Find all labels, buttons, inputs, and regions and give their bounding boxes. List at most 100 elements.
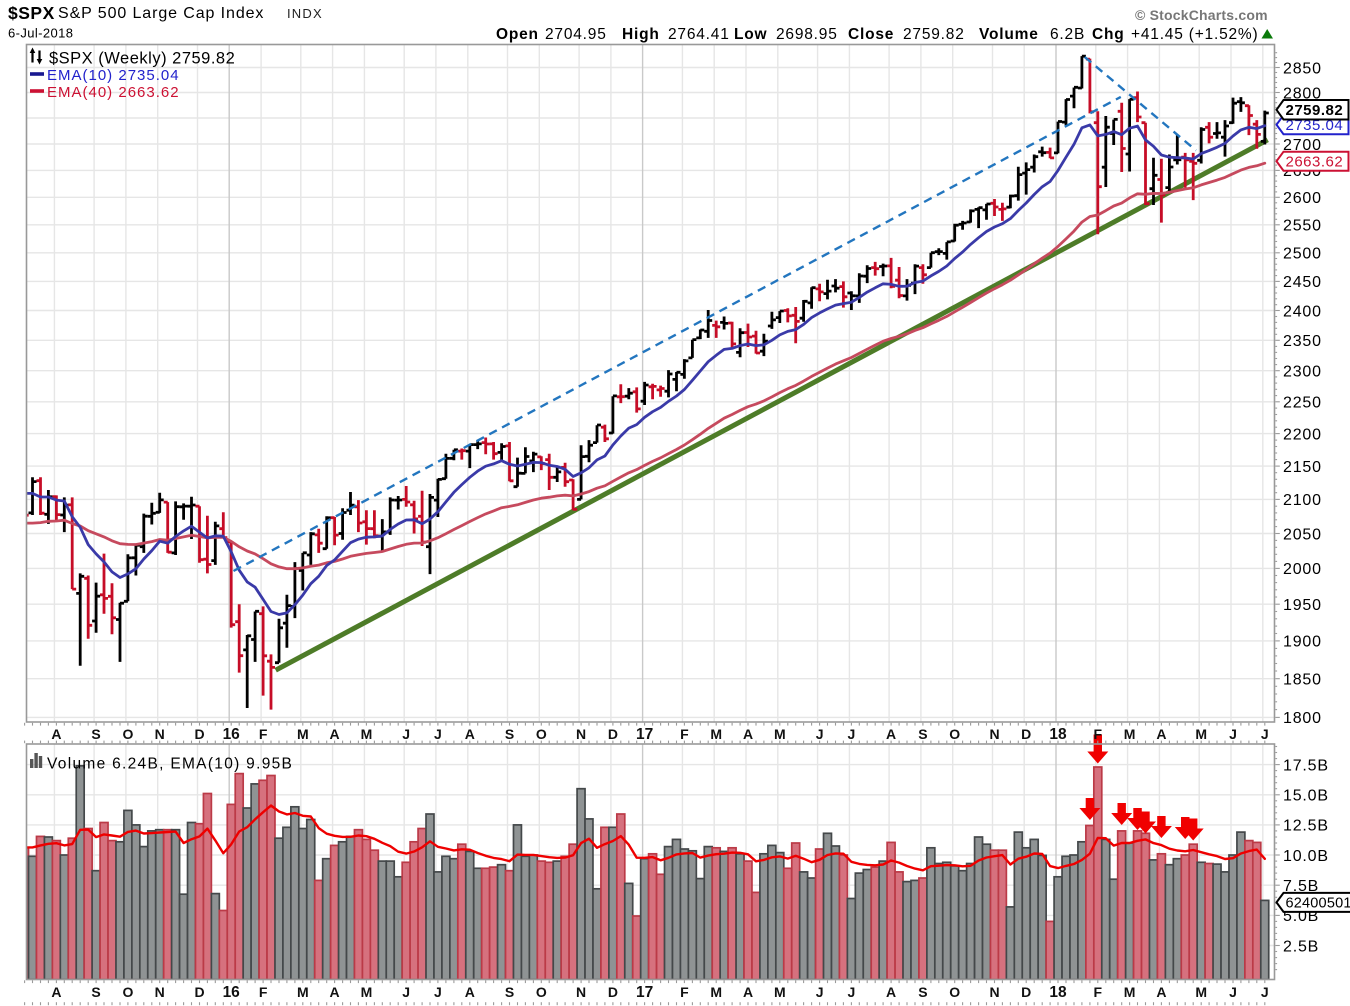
svg-text:© StockCharts.com: © StockCharts.com [1135, 7, 1268, 23]
svg-text:J: J [1261, 726, 1269, 742]
svg-text:6-Jul-2018: 6-Jul-2018 [8, 26, 73, 41]
svg-text:O: O [536, 726, 547, 742]
svg-text:A: A [743, 984, 753, 1000]
svg-text:18: 18 [1049, 726, 1067, 743]
svg-text:M: M [1195, 984, 1207, 1000]
svg-text:F: F [259, 984, 268, 1000]
svg-text:D: D [1021, 984, 1031, 1000]
svg-text:Chg: Chg [1092, 26, 1125, 43]
svg-text:12.5B: 12.5B [1283, 818, 1329, 835]
svg-text:62400501: 62400501 [1286, 896, 1350, 912]
svg-text:A: A [465, 726, 475, 742]
svg-text:2850: 2850 [1283, 60, 1322, 77]
svg-text:M: M [710, 984, 722, 1000]
svg-text:$SPX: $SPX [8, 3, 55, 23]
svg-text:S&P 500 Large Cap Index: S&P 500 Large Cap Index [58, 5, 264, 22]
svg-text:2500: 2500 [1283, 246, 1322, 263]
svg-text:S: S [505, 984, 514, 1000]
svg-text:O: O [949, 726, 960, 742]
svg-text:2350: 2350 [1283, 333, 1322, 350]
svg-text:10.0B: 10.0B [1283, 848, 1329, 865]
svg-text:J: J [816, 984, 824, 1000]
svg-text:S: S [91, 984, 100, 1000]
svg-text:Close: Close [848, 26, 894, 43]
svg-text:M: M [361, 984, 373, 1000]
svg-text:D: D [1021, 726, 1031, 742]
svg-text:1800: 1800 [1283, 710, 1322, 727]
svg-text:2759.82: 2759.82 [903, 26, 965, 43]
svg-text:Low: Low [734, 26, 768, 43]
svg-text:D: D [194, 984, 204, 1000]
svg-text:16: 16 [223, 726, 241, 743]
svg-text:17: 17 [636, 726, 653, 743]
svg-text:M: M [1195, 726, 1207, 742]
svg-text:M: M [1124, 984, 1136, 1000]
svg-text:N: N [155, 726, 165, 742]
svg-text:S: S [918, 726, 927, 742]
svg-text:J: J [402, 726, 410, 742]
svg-text:F: F [259, 726, 268, 742]
svg-text:16: 16 [223, 984, 241, 1001]
svg-text:2150: 2150 [1283, 459, 1322, 476]
svg-text:A: A [465, 984, 475, 1000]
svg-text:A: A [743, 726, 753, 742]
svg-text:2300: 2300 [1283, 364, 1322, 381]
svg-text:O: O [122, 984, 133, 1000]
svg-text:F: F [680, 726, 689, 742]
svg-text:1850: 1850 [1283, 672, 1322, 689]
svg-text:M: M [774, 984, 786, 1000]
svg-text:N: N [576, 726, 586, 742]
svg-text:2.5B: 2.5B [1283, 938, 1319, 955]
svg-text:A: A [330, 726, 340, 742]
svg-text:F: F [1094, 726, 1103, 742]
svg-text:2400: 2400 [1283, 303, 1322, 320]
svg-text:2450: 2450 [1283, 274, 1322, 291]
svg-text:J: J [848, 984, 856, 1000]
svg-text:O: O [949, 984, 960, 1000]
svg-text:M: M [361, 726, 373, 742]
svg-text:A: A [886, 726, 896, 742]
svg-text:S: S [918, 984, 927, 1000]
svg-text:O: O [122, 726, 133, 742]
svg-text:J: J [1229, 984, 1237, 1000]
svg-text:J: J [816, 726, 824, 742]
svg-text:A: A [51, 984, 61, 1000]
svg-text:D: D [608, 726, 618, 742]
svg-text:2000: 2000 [1283, 561, 1322, 578]
svg-text:N: N [155, 984, 165, 1000]
svg-text:2050: 2050 [1283, 526, 1322, 543]
svg-text:Volume: Volume [979, 26, 1039, 43]
svg-text:N: N [576, 984, 586, 1000]
svg-text:1950: 1950 [1283, 597, 1322, 614]
svg-text:A: A [51, 726, 61, 742]
svg-text:J: J [1261, 984, 1269, 1000]
svg-text:D: D [194, 726, 204, 742]
svg-text:M: M [1124, 726, 1136, 742]
svg-text:A: A [330, 984, 340, 1000]
svg-text:S: S [505, 726, 514, 742]
svg-text:J: J [402, 984, 410, 1000]
svg-text:2764.41: 2764.41 [668, 26, 730, 43]
svg-text:EMA(10) 2735.04: EMA(10) 2735.04 [47, 67, 180, 84]
svg-text:6.2B: 6.2B [1050, 26, 1085, 43]
svg-text:2700: 2700 [1283, 137, 1322, 154]
svg-text:2800: 2800 [1283, 85, 1322, 102]
svg-text:18: 18 [1049, 984, 1067, 1001]
svg-text:2663.62: 2663.62 [1286, 154, 1344, 171]
svg-text:1900: 1900 [1283, 634, 1322, 651]
svg-text:A: A [1156, 984, 1166, 1000]
svg-text:2704.95: 2704.95 [545, 26, 607, 43]
svg-text:17: 17 [636, 984, 653, 1001]
svg-text:S: S [91, 726, 100, 742]
svg-text:J: J [1229, 726, 1237, 742]
svg-text:$SPX (Weekly) 2759.82: $SPX (Weekly) 2759.82 [49, 50, 235, 68]
svg-text:O: O [536, 984, 547, 1000]
svg-text:J: J [848, 726, 856, 742]
svg-text:J: J [434, 726, 442, 742]
svg-text:2759.82: 2759.82 [1286, 102, 1344, 119]
svg-text:J: J [434, 984, 442, 1000]
svg-text:M: M [297, 726, 309, 742]
svg-text:2200: 2200 [1283, 426, 1322, 443]
svg-text:2550: 2550 [1283, 218, 1322, 235]
svg-text:F: F [680, 984, 689, 1000]
